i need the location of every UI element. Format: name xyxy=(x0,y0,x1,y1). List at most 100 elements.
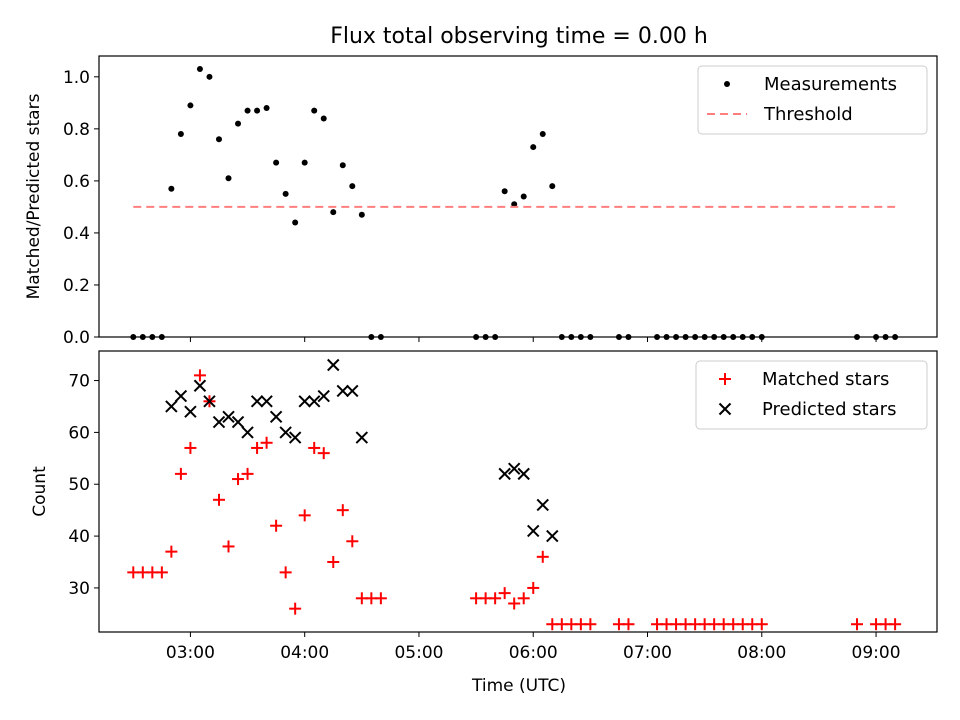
matched-star-marker xyxy=(241,467,254,480)
measurement-point xyxy=(549,183,556,190)
matched-star-marker xyxy=(889,618,902,631)
legend-label: Threshold xyxy=(763,104,853,125)
measurement-point xyxy=(539,131,546,138)
predicted-star-marker xyxy=(507,462,521,475)
predicted-star-marker xyxy=(517,467,530,481)
measurement-point xyxy=(177,131,184,138)
predicted-star-marker xyxy=(536,498,549,512)
x-axis-label: Time (UTC) xyxy=(471,676,566,696)
predicted-star-marker xyxy=(184,405,197,418)
measurement-point xyxy=(320,115,327,122)
x-tick-label: 04:00 xyxy=(280,643,329,663)
legend-box xyxy=(695,360,928,430)
legend-marker xyxy=(724,81,730,87)
matched-star-marker xyxy=(279,566,292,579)
predicted-star-marker xyxy=(355,431,369,444)
matched-star-marker xyxy=(755,618,768,631)
panel-bottom: 03:00 04:00 05:00 06:00 07:00 08:00 09:00 30 40 5… xyxy=(30,350,938,663)
predicted-star-marker xyxy=(546,529,559,543)
predicted-star-marker xyxy=(288,431,302,444)
matched-star-marker xyxy=(155,566,168,579)
x-tick-label: 09:00 xyxy=(852,643,901,663)
measurement-point xyxy=(196,66,203,73)
predicted-star-marker xyxy=(327,358,340,372)
measurement-point xyxy=(215,136,222,143)
matched-star-marker xyxy=(270,519,283,532)
matched-star-marker xyxy=(851,618,864,631)
measurement-point xyxy=(235,120,242,127)
predicted-star-marker xyxy=(222,410,235,424)
x-tick-label: 05:00 xyxy=(394,643,443,663)
matched-star-marker xyxy=(193,369,206,382)
predicted-star-marker xyxy=(279,426,292,439)
legend-marker xyxy=(718,402,732,416)
figure-title: Flux total observing time = 0.00 h xyxy=(330,24,708,49)
measurement-point xyxy=(330,209,337,216)
measurement-point xyxy=(225,175,232,182)
predicted-star-marker xyxy=(269,410,283,424)
measurement-point xyxy=(168,185,175,192)
y-axis-label: Matched/Predicted stars xyxy=(24,93,44,299)
y-tick-label: 30 xyxy=(68,579,90,599)
predicted-star-marker xyxy=(336,384,349,398)
matched-star-marker xyxy=(289,602,302,615)
y-axis-label: Count xyxy=(30,466,50,517)
predicted-star-marker xyxy=(250,395,264,408)
matched-star-marker xyxy=(260,436,273,449)
predicted-star-marker xyxy=(527,524,540,538)
y-tick-label: 60 xyxy=(68,423,90,443)
matched-star-marker xyxy=(174,467,187,480)
matched-star-marker xyxy=(165,545,178,558)
matched-star-marker xyxy=(374,592,387,605)
predicted-star-marker xyxy=(241,426,254,439)
matched-star-marker xyxy=(584,618,597,631)
matched-star-marker xyxy=(508,597,521,610)
predicted-star-marker xyxy=(231,415,245,429)
matched-star-marker xyxy=(298,509,311,522)
predicted-star-marker xyxy=(308,395,321,408)
predicted-star-marker xyxy=(260,395,273,408)
axes-frame xyxy=(98,350,938,633)
y-tick-label: 70 xyxy=(68,372,90,392)
measurement-point xyxy=(206,73,213,80)
x-tick-label: 07:00 xyxy=(623,643,672,663)
y-tick-label: 0.8 xyxy=(63,120,90,140)
legend-label: Measurements xyxy=(764,74,897,95)
measurement-point xyxy=(511,201,518,208)
predicted-star-marker xyxy=(498,467,511,481)
y-tick-label: 50 xyxy=(68,475,90,495)
predicted-star-marker xyxy=(346,384,359,398)
matched-star-marker xyxy=(489,592,502,605)
matched-star-marker xyxy=(622,618,635,631)
predicted-star-marker xyxy=(193,379,207,392)
measurement-point xyxy=(263,105,270,112)
legend: Measurements Threshold xyxy=(697,65,928,135)
matched-star-marker xyxy=(317,447,330,460)
measurement-point xyxy=(358,211,365,218)
legend-label: Matched stars xyxy=(762,369,889,390)
measurement-point xyxy=(311,107,318,114)
measurement-point xyxy=(520,193,527,200)
y-tick-label: 40 xyxy=(68,527,90,547)
legend-label: Predicted stars xyxy=(762,399,896,420)
matched-star-marker xyxy=(212,493,225,506)
predicted-star-marker xyxy=(298,395,311,408)
y-tick-label: 0.2 xyxy=(63,276,90,296)
measurement-point xyxy=(339,162,346,169)
measurement-point xyxy=(292,219,299,226)
y-tick-label: 0.6 xyxy=(63,172,90,192)
panel-top: 0.0 0.2 0.4 0.6 0.8 1.0 Matched/Predicted star… xyxy=(24,55,938,348)
measurement-point xyxy=(244,107,251,114)
matched-star-marker xyxy=(222,540,235,553)
measurement-point xyxy=(254,107,261,114)
y-tick-label: 0.0 xyxy=(63,328,90,348)
predicted-star-marker xyxy=(174,389,188,403)
matched-star-marker xyxy=(184,441,197,454)
legend: Matched stars Predicted stars xyxy=(695,360,928,430)
matched-star-marker xyxy=(527,581,540,594)
measurement-point xyxy=(530,144,537,151)
legend-box xyxy=(697,65,928,135)
matched-star-marker xyxy=(536,550,549,563)
matched-star-marker xyxy=(336,504,349,517)
